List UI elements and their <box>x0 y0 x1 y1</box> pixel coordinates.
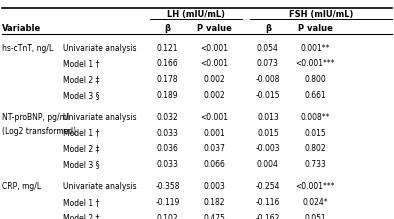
Text: -0.358: -0.358 <box>155 182 180 191</box>
Text: 0.178: 0.178 <box>157 75 178 84</box>
Text: Model 2 ‡: Model 2 ‡ <box>63 214 99 219</box>
Text: <0.001: <0.001 <box>201 44 229 53</box>
Text: 0.003: 0.003 <box>204 182 226 191</box>
Text: 0.800: 0.800 <box>304 75 326 84</box>
Text: (Log2 transformed): (Log2 transformed) <box>2 127 76 136</box>
Text: 0.475: 0.475 <box>204 214 226 219</box>
Text: Model 3 §: Model 3 § <box>63 160 100 169</box>
Text: CRP, mg/L: CRP, mg/L <box>2 182 41 191</box>
Text: P value: P value <box>298 24 333 33</box>
Text: FSH (mIU/mL): FSH (mIU/mL) <box>289 10 353 19</box>
Text: Model 1 †: Model 1 † <box>63 129 99 138</box>
Text: Univariate analysis: Univariate analysis <box>63 182 137 191</box>
Text: P value: P value <box>197 24 232 33</box>
Text: 0.002: 0.002 <box>204 91 226 100</box>
Text: 0.182: 0.182 <box>204 198 225 207</box>
Text: 0.054: 0.054 <box>257 44 279 53</box>
Text: 0.166: 0.166 <box>156 59 178 69</box>
Text: Univariate analysis: Univariate analysis <box>63 113 137 122</box>
Text: 0.733: 0.733 <box>304 160 326 169</box>
Text: 0.015: 0.015 <box>257 129 279 138</box>
Text: 0.001: 0.001 <box>204 129 226 138</box>
Text: -0.116: -0.116 <box>256 198 280 207</box>
Text: hs-cTnT, ng/L: hs-cTnT, ng/L <box>2 44 53 53</box>
Text: β: β <box>164 24 171 33</box>
Text: 0.004: 0.004 <box>257 160 279 169</box>
Text: Model 2 ‡: Model 2 ‡ <box>63 144 99 154</box>
Text: <0.001: <0.001 <box>201 113 229 122</box>
Text: Univariate analysis: Univariate analysis <box>63 44 137 53</box>
Text: 0.024*: 0.024* <box>302 198 328 207</box>
Text: 0.002: 0.002 <box>204 75 226 84</box>
Text: 0.102: 0.102 <box>157 214 178 219</box>
Text: <0.001: <0.001 <box>201 59 229 69</box>
Text: 0.036: 0.036 <box>156 144 178 154</box>
Text: 0.073: 0.073 <box>257 59 279 69</box>
Text: 0.033: 0.033 <box>156 129 178 138</box>
Text: LH (mIU/mL): LH (mIU/mL) <box>167 10 225 19</box>
Text: -0.008: -0.008 <box>256 75 280 84</box>
Text: 0.661: 0.661 <box>304 91 326 100</box>
Text: -0.254: -0.254 <box>256 182 280 191</box>
Text: Model 1 †: Model 1 † <box>63 198 99 207</box>
Text: 0.802: 0.802 <box>305 144 326 154</box>
Text: Model 3 §: Model 3 § <box>63 91 100 100</box>
Text: 0.001**: 0.001** <box>301 44 330 53</box>
Text: -0.003: -0.003 <box>256 144 280 154</box>
Text: 0.121: 0.121 <box>157 44 178 53</box>
Text: <0.001***: <0.001*** <box>296 182 335 191</box>
Text: NT-proBNP, pg/ml: NT-proBNP, pg/ml <box>2 113 69 122</box>
Text: -0.162: -0.162 <box>256 214 280 219</box>
Text: -0.015: -0.015 <box>256 91 280 100</box>
Text: 0.037: 0.037 <box>204 144 226 154</box>
Text: β: β <box>265 24 271 33</box>
Text: -0.119: -0.119 <box>155 198 180 207</box>
Text: 0.066: 0.066 <box>204 160 226 169</box>
Text: 0.033: 0.033 <box>156 160 178 169</box>
Text: Variable: Variable <box>2 24 41 33</box>
Text: Model 1 †: Model 1 † <box>63 59 99 69</box>
Text: 0.013: 0.013 <box>257 113 279 122</box>
Text: 0.189: 0.189 <box>157 91 178 100</box>
Text: 0.015: 0.015 <box>304 129 326 138</box>
Text: <0.001***: <0.001*** <box>296 59 335 69</box>
Text: Model 2 ‡: Model 2 ‡ <box>63 75 99 84</box>
Text: 0.008**: 0.008** <box>301 113 330 122</box>
Text: 0.051: 0.051 <box>304 214 326 219</box>
Text: 0.032: 0.032 <box>156 113 178 122</box>
